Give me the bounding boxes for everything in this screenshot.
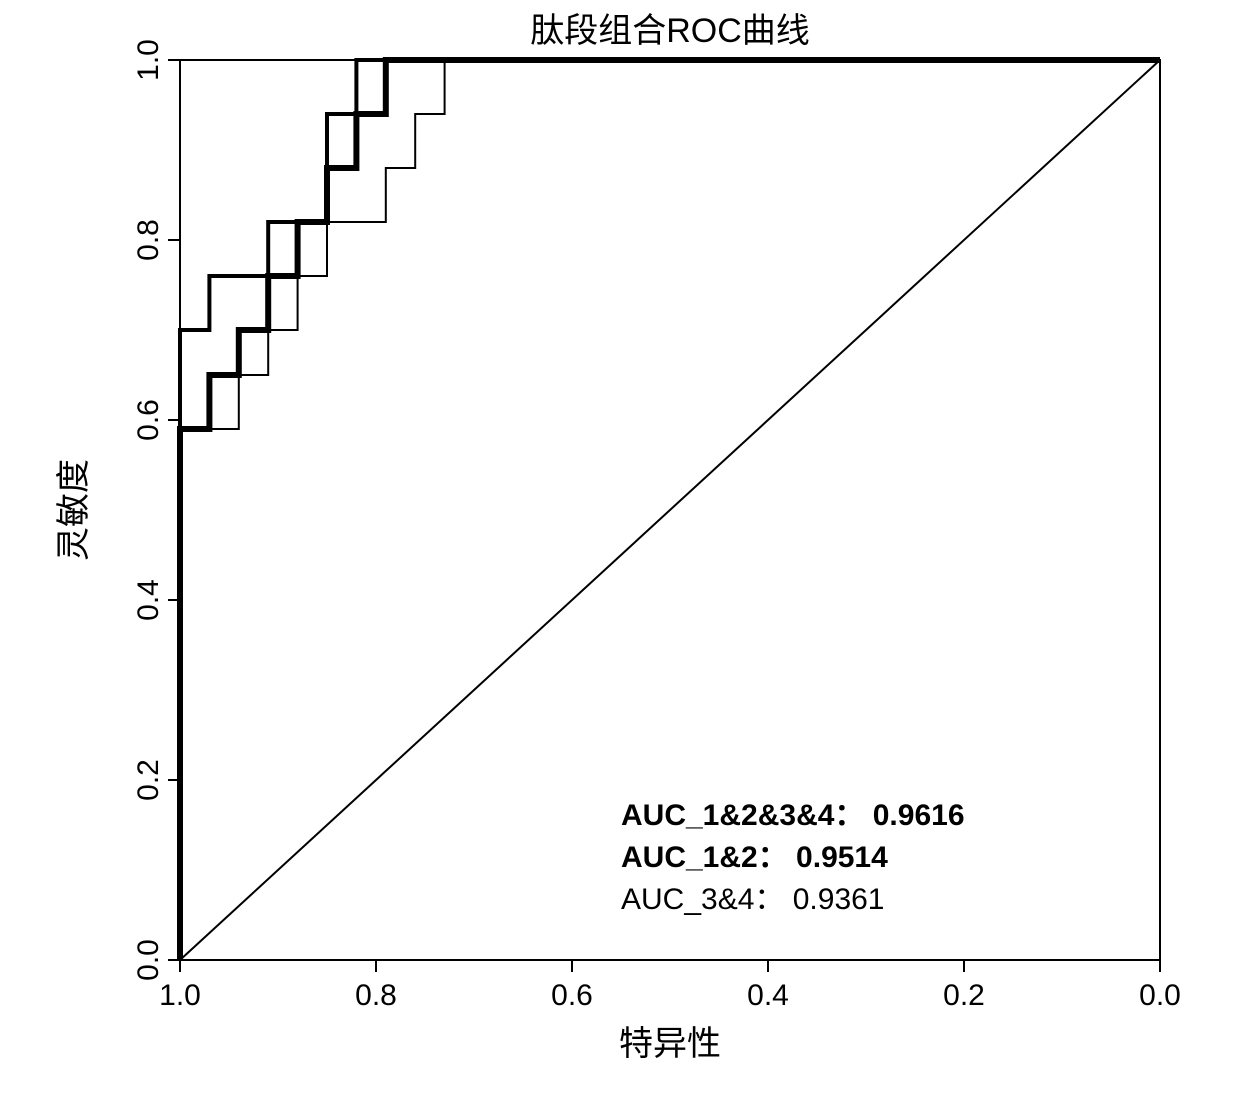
x-axis-ticks: 1.0 0.8 0.6 0.4 0.2 0.0 bbox=[159, 960, 1181, 1012]
x-tick-label: 0.6 bbox=[551, 979, 593, 1012]
y-axis-label: 灵敏度 bbox=[55, 459, 93, 561]
x-axis-label: 特异性 bbox=[619, 1025, 721, 1063]
chart-title: 肽段组合ROC曲线 bbox=[530, 12, 810, 50]
x-tick-label: 0.0 bbox=[1139, 979, 1181, 1012]
legend-item: AUC_1&2： 0.9514 bbox=[621, 841, 888, 874]
legend-item: AUC_3&4： 0.9361 bbox=[621, 883, 885, 916]
roc-chart-svg: 肽段组合ROC曲线 1.00.80.60.40.20.0 0.00.20.40.… bbox=[0, 0, 1240, 1095]
y-tick-label: 0.2 bbox=[132, 759, 165, 801]
legend: AUC_1&2&3&4： 0.9616 AUC_1&2： 0.9514 AUC_3&… bbox=[621, 799, 965, 916]
x-tick-label: 0.4 bbox=[747, 979, 789, 1012]
y-tick-label: 1.0 bbox=[132, 39, 165, 81]
roc-chart-container: 肽段组合ROC曲线 1.00.80.60.40.20.0 0.00.20.40.… bbox=[0, 0, 1240, 1095]
y-tick-label: 0.0 bbox=[132, 939, 165, 981]
x-tick-label: 1.0 bbox=[159, 979, 201, 1012]
x-tick-label: 0.2 bbox=[943, 979, 985, 1012]
x-tick-label: 0.8 bbox=[355, 979, 397, 1012]
y-axis-ticks: 0.0 0.2 0.4 0.6 0.8 1.0 bbox=[132, 39, 180, 981]
y-tick-label: 0.4 bbox=[132, 579, 165, 621]
legend-item: AUC_1&2&3&4： 0.9616 bbox=[621, 799, 965, 832]
y-tick-label: 0.8 bbox=[132, 219, 165, 261]
y-tick-label: 0.6 bbox=[132, 399, 165, 441]
